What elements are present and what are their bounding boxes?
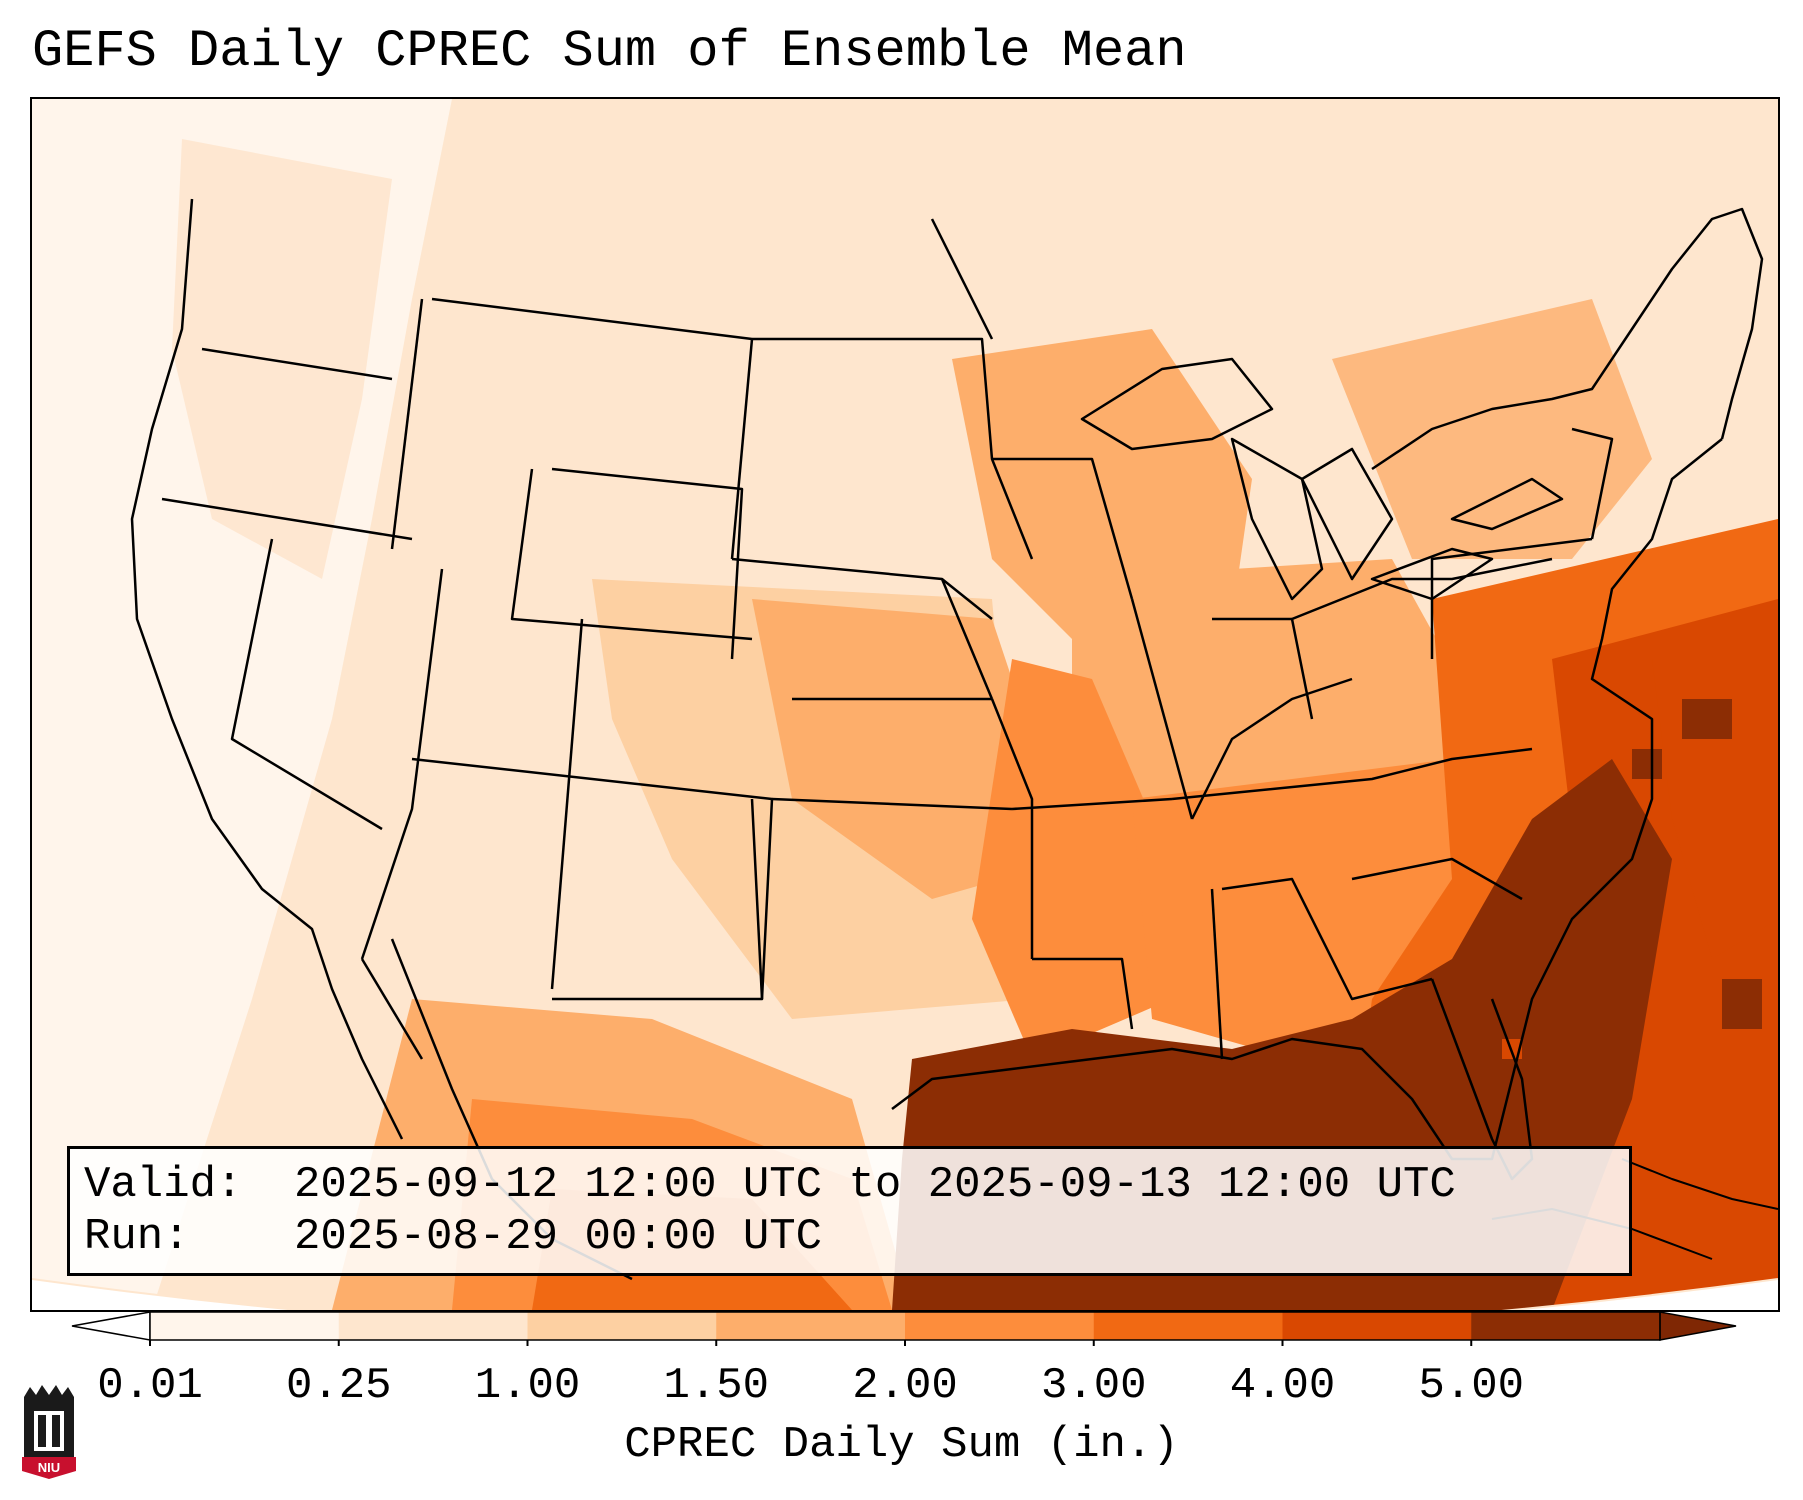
map-panel xyxy=(30,97,1780,1312)
valid-run-info-box: Valid: 2025-09-12 12:00 UTC to 2025-09-13… xyxy=(67,1146,1632,1276)
colorbar-segment xyxy=(905,1312,1095,1340)
colorbar-tick-label: 5.00 xyxy=(1418,1361,1525,1411)
colorbar xyxy=(71,1311,1737,1346)
colorbar-segment xyxy=(1471,1312,1661,1340)
colorbar-tick-label: 2.00 xyxy=(852,1361,958,1411)
colorbar-segment xyxy=(1093,1312,1283,1340)
colorbar-over-arrow xyxy=(1659,1311,1737,1341)
precipitation-field xyxy=(32,99,1778,1310)
colorbar-segment xyxy=(1282,1312,1472,1340)
run-label: Run: xyxy=(84,1212,190,1262)
colorbar-tick-label: 3.00 xyxy=(1040,1361,1147,1411)
colorbar-segment xyxy=(338,1312,528,1340)
valid-value: 2025-09-12 12:00 UTC to 2025-09-13 12:00… xyxy=(294,1160,1456,1210)
colorbar-tick-label: 1.50 xyxy=(663,1361,770,1411)
colorbar-tick-label: 4.00 xyxy=(1229,1361,1336,1411)
colorbar-segment xyxy=(527,1312,717,1340)
colorbar-label: CPREC Daily Sum (in.) xyxy=(624,1420,1179,1470)
colorbar-tick-label: 0.01 xyxy=(97,1361,203,1411)
colorbar-tick-label: 1.00 xyxy=(474,1361,581,1411)
niu-logo-icon: NIU xyxy=(22,1385,76,1479)
map-title: GEFS Daily CPREC Sum of Ensemble Mean xyxy=(32,22,1187,81)
precipitation-map xyxy=(32,99,1778,1310)
colorbar-segment xyxy=(716,1312,906,1340)
niu-logo-text: NIU xyxy=(38,1460,60,1475)
colorbar-under-arrow xyxy=(71,1311,151,1341)
niu-tower-icon xyxy=(24,1385,74,1461)
colorbar-outline xyxy=(149,1311,1661,1341)
colorbar-segment xyxy=(150,1312,340,1340)
run-value: 2025-08-29 00:00 UTC xyxy=(294,1212,823,1262)
colorbar-tick-label: 0.25 xyxy=(285,1361,392,1411)
coastline-boundaries xyxy=(130,198,1778,1281)
valid-label: Valid: xyxy=(84,1160,243,1210)
run-time-line: Run: 2025-08-29 00:00 UTC xyxy=(84,1211,822,1263)
valid-time-line: Valid: 2025-09-12 12:00 UTC to 2025-09-13… xyxy=(84,1159,1456,1211)
